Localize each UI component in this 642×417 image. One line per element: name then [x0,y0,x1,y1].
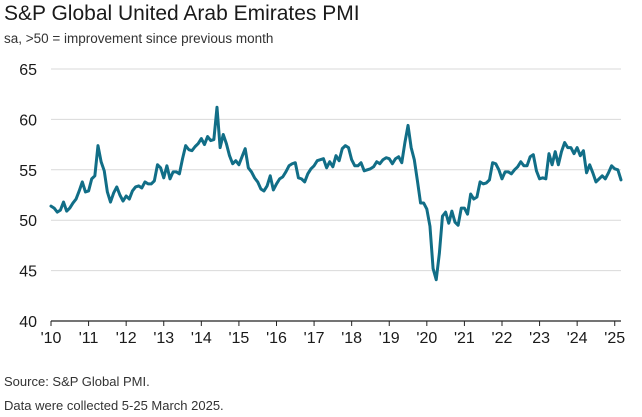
x-tick-label: '19 [379,330,400,347]
x-tick-label: '25 [604,330,625,347]
x-tick-label: '18 [341,330,362,347]
x-tick-label: '20 [416,330,437,347]
y-tick-label: 60 [19,112,37,129]
x-tick-label: '22 [492,330,513,347]
chart-title: S&P Global United Arab Emirates PMI [4,2,360,25]
gridlines [51,68,621,272]
x-tick-label: '15 [228,330,249,347]
chart-subtitle: sa, >50 = improvement since previous mon… [4,31,274,46]
x-tick-label: '11 [79,330,99,347]
y-axis-tick-labels: 40 45 50 55 60 65 [19,62,37,331]
x-tick-label: '13 [153,330,174,347]
series-layer [49,105,623,282]
pmi-line-chart: 40 45 50 55 60 65 '10 '11 '12 '13 '14 '15 '16 '17 '18… [19,62,626,347]
x-tick-label: '16 [266,330,287,347]
x-tick-label: '12 [116,330,137,347]
x-axis-tick-labels: '10 '11 '12 '13 '14 '15 '16 '17 '18 '19 '20 '21 '22 '… [41,330,626,347]
x-tick-label: '10 [41,330,62,347]
collection-note: Data were collected 5-25 March 2025. [4,398,224,413]
x-tick-label: '21 [454,330,475,347]
y-tick-label: 40 [19,314,37,331]
y-tick-label: 50 [19,213,37,230]
series-line-pmi [49,105,623,282]
source-note: Source: S&P Global PMI. [4,374,150,389]
x-tick-label: '14 [191,330,212,347]
y-tick-label: 65 [19,62,37,79]
x-tick-label: '24 [567,330,588,347]
y-tick-label: 45 [19,264,37,281]
y-tick-label: 55 [19,163,37,180]
x-tick-label: '23 [529,330,550,347]
x-axis [50,320,621,326]
x-tick-label: '17 [304,330,325,347]
